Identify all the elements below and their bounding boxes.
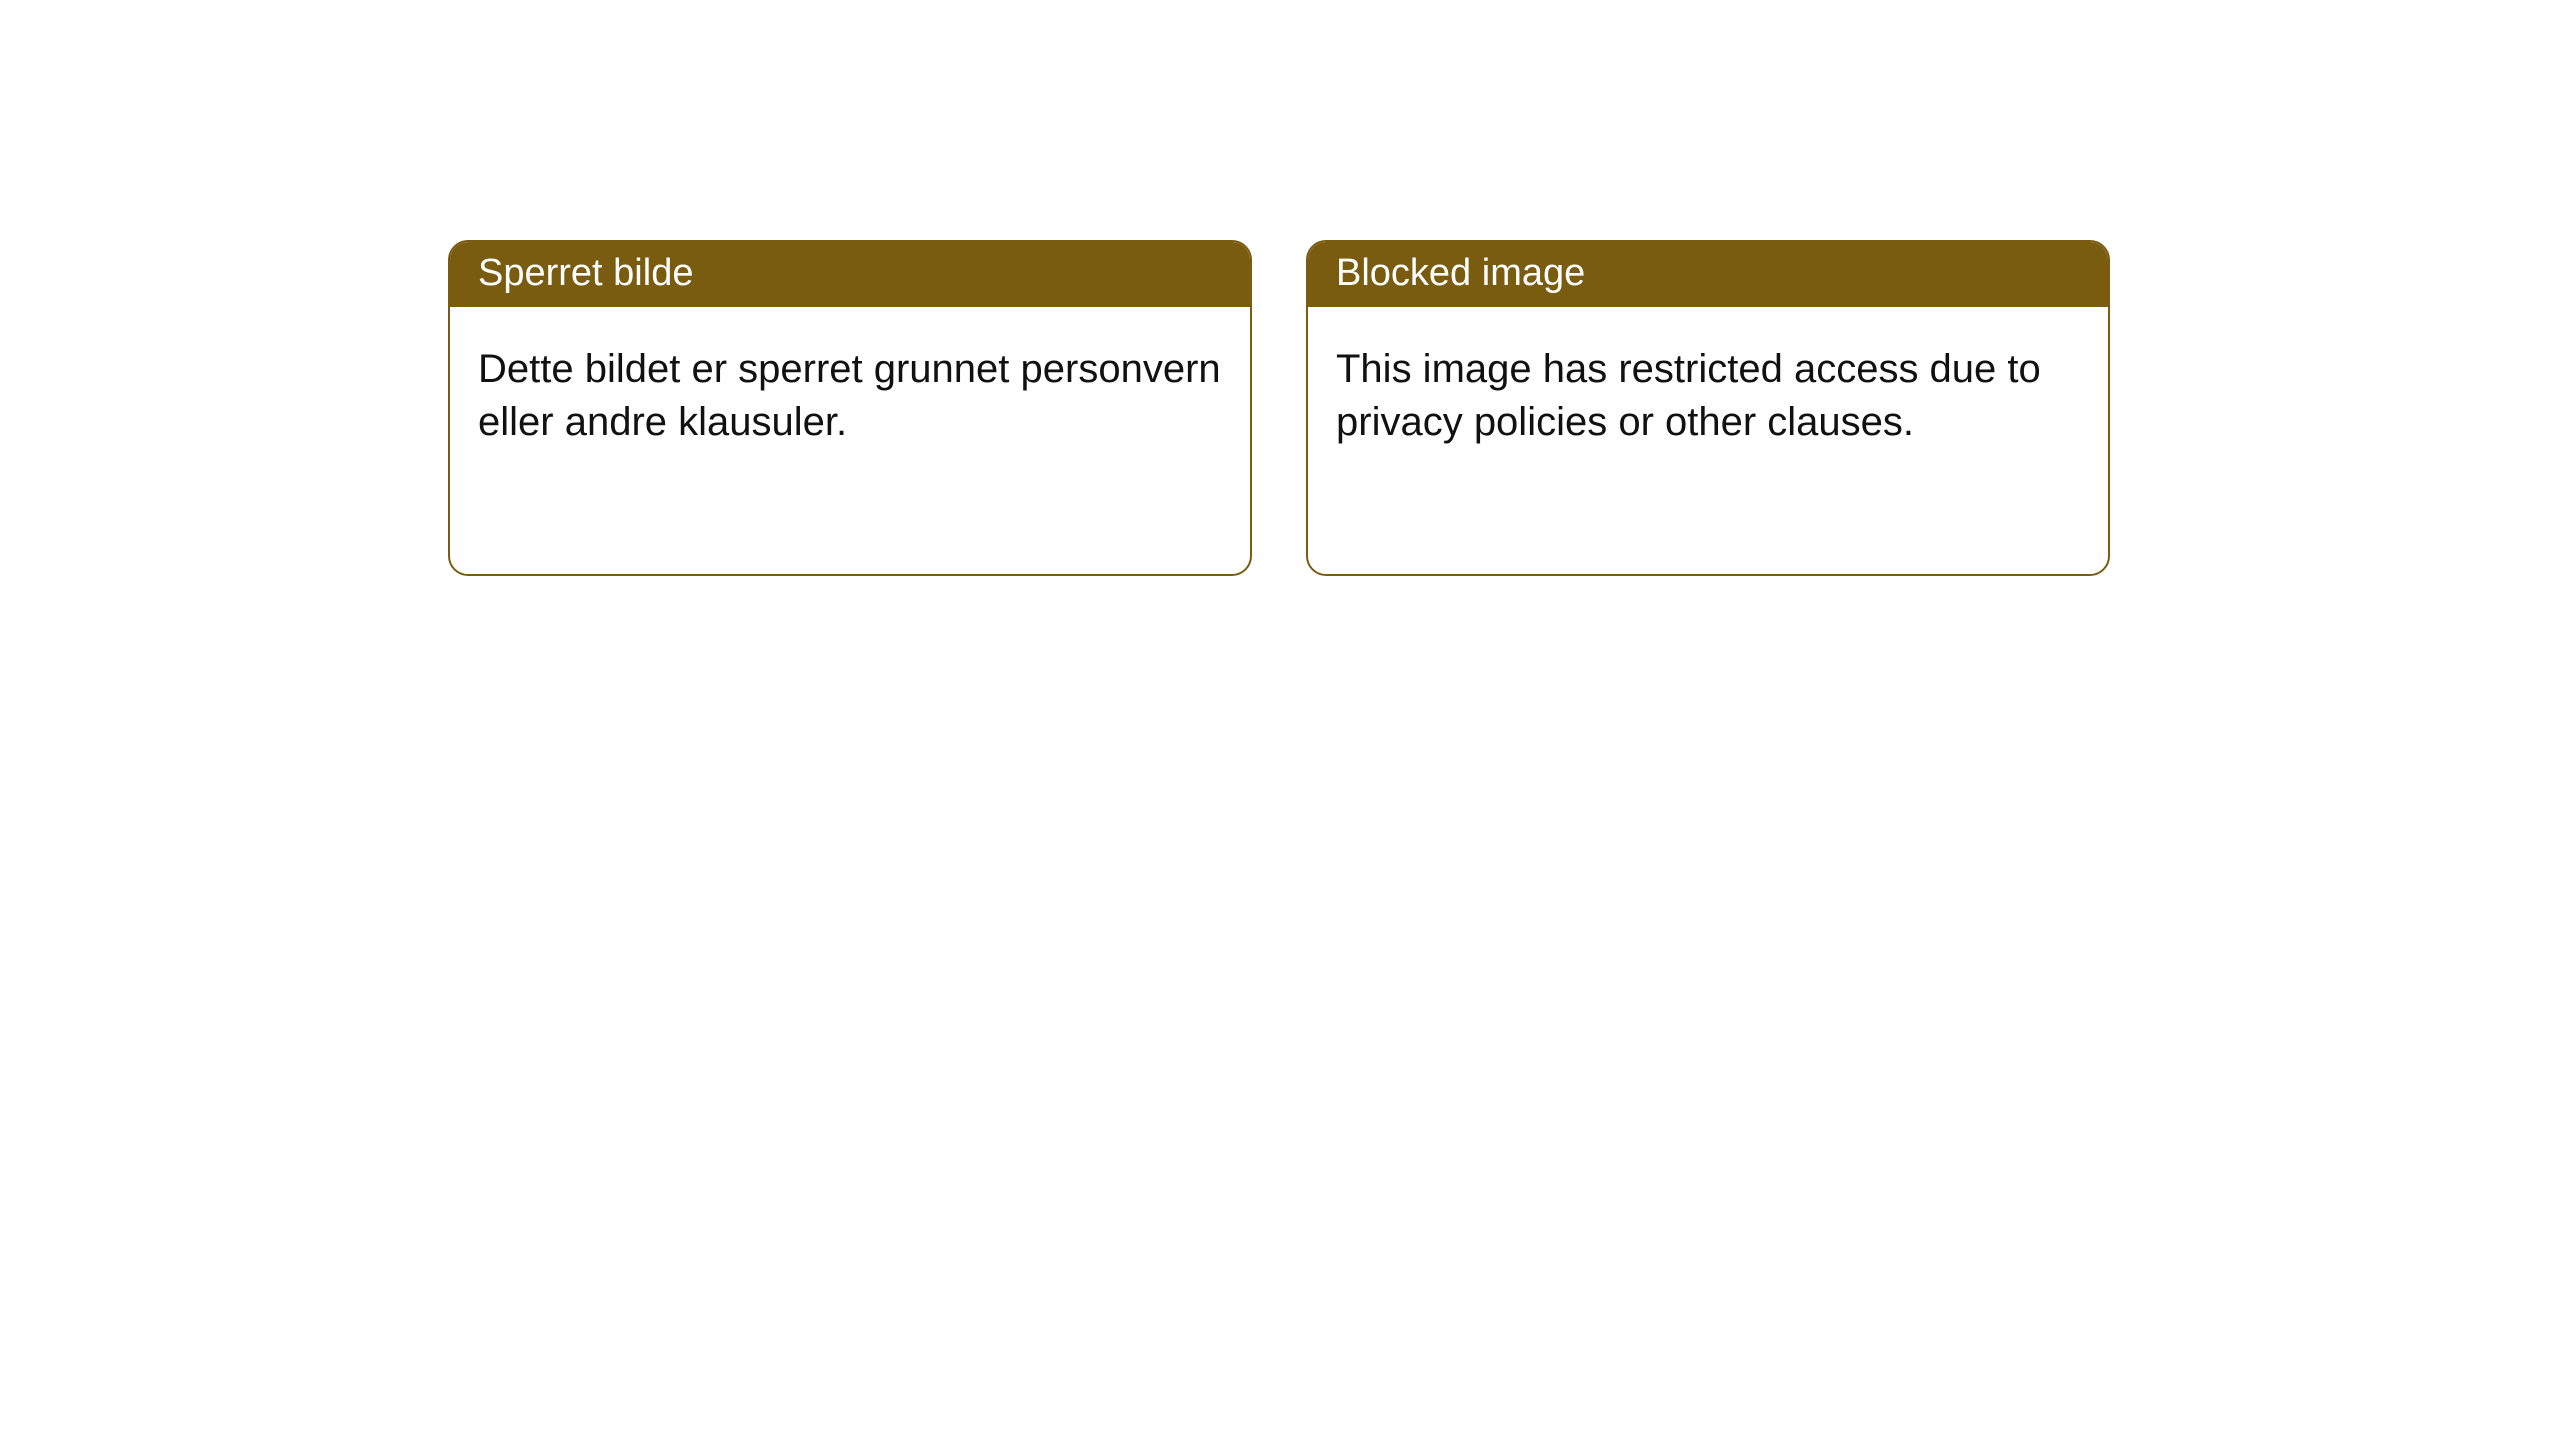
notice-title: Sperret bilde [478, 252, 693, 294]
notice-header: Blocked image [1308, 242, 2108, 307]
notice-body-text: Dette bildet er sperret grunnet personve… [478, 347, 1221, 444]
notice-card-english: Blocked image This image has restricted … [1306, 240, 2110, 576]
notice-body-text: This image has restricted access due to … [1336, 347, 2041, 444]
notice-title: Blocked image [1336, 252, 1585, 294]
notice-card-norwegian: Sperret bilde Dette bildet er sperret gr… [448, 240, 1252, 576]
notice-header: Sperret bilde [450, 242, 1250, 307]
notice-body: Dette bildet er sperret grunnet personve… [450, 307, 1250, 485]
notice-body: This image has restricted access due to … [1308, 307, 2108, 485]
notice-container: Sperret bilde Dette bildet er sperret gr… [0, 0, 2560, 576]
